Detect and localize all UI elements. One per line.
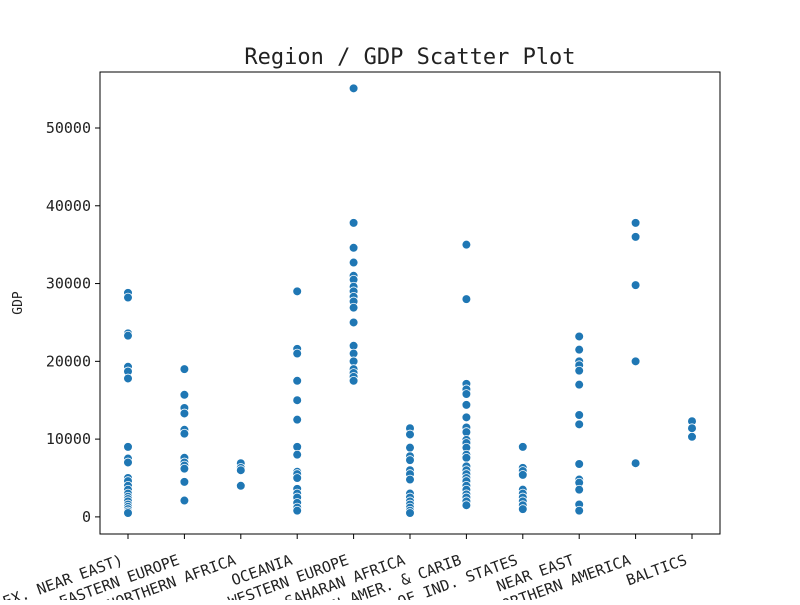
data-point (292, 449, 303, 460)
data-point (630, 218, 641, 228)
data-point (405, 442, 415, 453)
data-point (236, 480, 246, 491)
data-point (574, 379, 584, 390)
y-tick-label: 30000 (46, 275, 91, 293)
y-axis-label: GDP (11, 291, 26, 315)
data-point (123, 457, 133, 468)
data-point (179, 428, 190, 439)
y-tick-label: 50000 (46, 119, 91, 137)
data-point (123, 330, 133, 341)
data-point (292, 286, 303, 297)
data-point (405, 474, 415, 485)
data-point (574, 410, 584, 420)
data-point (348, 317, 359, 328)
y-tick-label: 20000 (46, 352, 91, 370)
data-point (123, 373, 133, 384)
data-point (461, 389, 472, 399)
data-point (348, 375, 359, 386)
data-point (461, 239, 472, 250)
data-points (123, 83, 697, 518)
data-point (292, 348, 303, 359)
data-point (348, 257, 359, 268)
data-point (461, 500, 472, 511)
x-tick-label: BALTICS (624, 551, 690, 590)
data-point (687, 431, 697, 442)
data-point (517, 470, 528, 480)
data-point (179, 364, 190, 374)
data-point (461, 412, 472, 423)
data-point (574, 459, 584, 469)
data-point (630, 458, 641, 469)
data-point (292, 414, 303, 425)
data-point (292, 473, 303, 483)
data-point (179, 408, 190, 419)
data-point (405, 455, 415, 465)
y-tick-label: 40000 (46, 197, 91, 215)
data-point (405, 508, 415, 518)
data-point (236, 465, 246, 476)
data-point (123, 508, 133, 518)
data-point (574, 344, 584, 355)
data-point (630, 232, 641, 242)
y-tick-label: 10000 (46, 430, 91, 448)
data-point (687, 423, 697, 434)
data-point (179, 463, 190, 474)
y-axis: 0 10000 20000 30000 40000 50000 (46, 119, 100, 526)
data-point (517, 504, 528, 514)
chart-title: Region / GDP Scatter Plot (244, 45, 575, 70)
data-point (574, 419, 584, 430)
data-point (348, 218, 359, 228)
data-point (517, 442, 528, 452)
data-point (179, 389, 190, 400)
data-point (461, 452, 472, 463)
data-point (461, 294, 472, 304)
data-point (123, 442, 133, 452)
plot-frame (99, 71, 721, 535)
data-point (348, 302, 359, 313)
data-point (292, 375, 303, 386)
data-point (630, 356, 641, 367)
data-point (348, 83, 359, 94)
data-point (292, 395, 303, 406)
data-point (461, 400, 472, 410)
y-tick-label: 0 (82, 508, 91, 526)
data-point (179, 495, 190, 506)
data-point (292, 505, 303, 516)
data-point (405, 429, 415, 440)
data-point (574, 505, 584, 516)
data-point (123, 292, 133, 303)
x-axis: ASIA (EX. NEAR EAST)EASTERN EUROPENORTHE… (0, 534, 693, 605)
data-point (574, 365, 584, 376)
data-point (179, 477, 190, 487)
data-point (630, 280, 641, 290)
data-point (574, 331, 584, 342)
data-point (348, 242, 359, 253)
data-point (574, 484, 584, 495)
